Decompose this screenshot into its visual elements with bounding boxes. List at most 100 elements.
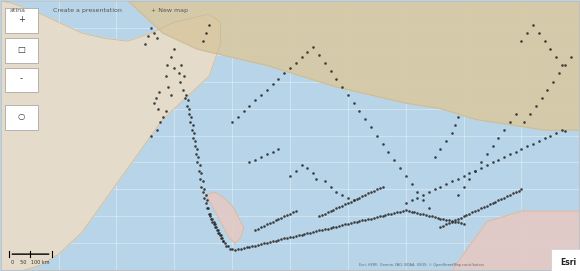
- Point: [418, 193, 427, 197]
- Point: [546, 133, 555, 138]
- Point: [470, 168, 480, 173]
- Point: [216, 236, 226, 240]
- Point: [473, 208, 483, 212]
- Point: [511, 190, 520, 194]
- Point: [236, 247, 245, 251]
- Point: [467, 210, 477, 215]
- Point: [271, 218, 280, 222]
- Point: [198, 39, 208, 43]
- Point: [387, 212, 396, 216]
- Point: [424, 206, 433, 211]
- Point: [367, 216, 376, 221]
- Point: [462, 213, 471, 217]
- Point: [323, 226, 332, 231]
- Point: [317, 228, 327, 232]
- Point: [198, 190, 208, 194]
- Point: [158, 114, 168, 119]
- Point: [349, 198, 358, 202]
- Text: 0    50   100 km: 0 50 100 km: [11, 260, 50, 264]
- Point: [543, 88, 552, 92]
- Point: [528, 23, 538, 27]
- Point: [213, 230, 223, 235]
- Point: [441, 222, 451, 227]
- Point: [202, 198, 211, 202]
- Point: [367, 190, 376, 194]
- Point: [444, 221, 454, 225]
- Point: [552, 131, 561, 135]
- Point: [215, 233, 224, 237]
- Point: [280, 214, 289, 218]
- Point: [560, 129, 570, 134]
- Point: [488, 201, 497, 205]
- Point: [285, 66, 295, 70]
- Point: [355, 219, 364, 223]
- Point: [534, 139, 543, 143]
- Point: [179, 74, 188, 78]
- Point: [332, 190, 341, 194]
- Text: +: +: [18, 15, 25, 24]
- Point: [508, 191, 517, 196]
- Point: [381, 213, 390, 217]
- Point: [338, 223, 347, 227]
- Point: [378, 141, 387, 146]
- Point: [239, 246, 248, 250]
- Point: [268, 82, 277, 86]
- Point: [233, 114, 242, 119]
- Point: [291, 168, 300, 173]
- Point: [412, 211, 422, 215]
- Point: [210, 222, 219, 227]
- Point: [340, 202, 350, 207]
- Point: [358, 194, 367, 198]
- Point: [361, 217, 370, 222]
- Point: [470, 168, 480, 173]
- Point: [259, 241, 269, 246]
- Point: [369, 189, 379, 193]
- Point: [285, 174, 295, 178]
- Point: [297, 233, 306, 237]
- Point: [418, 198, 427, 202]
- Point: [430, 215, 439, 219]
- Point: [265, 221, 274, 225]
- Point: [184, 112, 193, 116]
- Point: [256, 242, 266, 246]
- Point: [441, 139, 451, 143]
- Point: [554, 71, 564, 76]
- Point: [194, 168, 203, 173]
- Point: [161, 109, 171, 113]
- Point: [401, 208, 411, 213]
- Point: [390, 211, 399, 215]
- Point: [204, 212, 213, 216]
- Point: [430, 155, 439, 159]
- Point: [216, 233, 225, 237]
- Point: [540, 136, 549, 140]
- Point: [274, 77, 283, 81]
- Point: [251, 228, 260, 232]
- Point: [239, 109, 248, 113]
- Point: [396, 166, 405, 170]
- Point: [372, 133, 382, 138]
- Point: [175, 79, 184, 84]
- Point: [213, 228, 222, 232]
- Point: [188, 136, 197, 140]
- Point: [190, 139, 200, 143]
- Point: [195, 163, 204, 167]
- Point: [163, 63, 172, 67]
- Point: [546, 47, 555, 51]
- Point: [494, 158, 503, 162]
- Point: [528, 141, 538, 146]
- Point: [358, 218, 367, 222]
- Point: [372, 187, 382, 192]
- Point: [277, 215, 286, 220]
- Point: [505, 120, 514, 124]
- Point: [540, 39, 549, 43]
- Point: [256, 155, 266, 159]
- Point: [192, 147, 201, 151]
- Point: [326, 225, 335, 230]
- Point: [196, 171, 205, 175]
- Point: [378, 185, 387, 189]
- Point: [494, 136, 503, 140]
- Polygon shape: [452, 211, 579, 270]
- Point: [407, 182, 416, 186]
- Point: [204, 23, 213, 27]
- Point: [155, 120, 165, 124]
